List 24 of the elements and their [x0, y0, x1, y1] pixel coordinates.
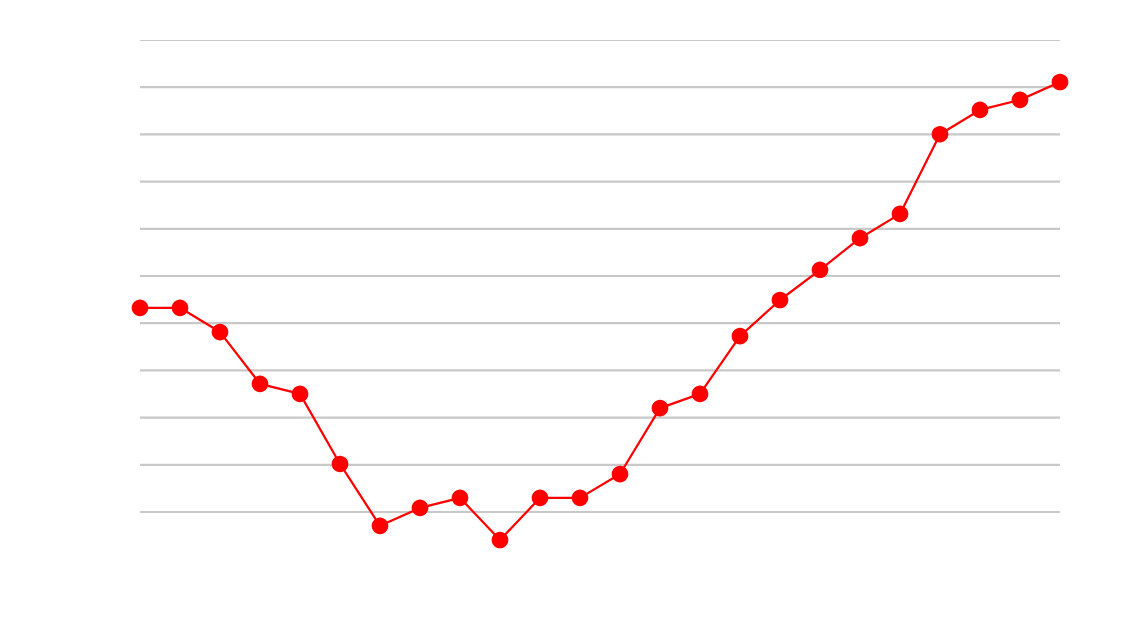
point — [851, 229, 869, 247]
point — [1051, 73, 1069, 91]
point — [411, 499, 429, 517]
point — [811, 261, 829, 279]
point — [731, 327, 749, 345]
point — [1011, 91, 1029, 109]
point — [331, 455, 349, 473]
point — [651, 399, 669, 417]
point — [251, 375, 269, 393]
point — [211, 323, 229, 341]
point — [451, 489, 469, 507]
point — [491, 531, 509, 549]
point — [531, 489, 549, 507]
point — [371, 517, 389, 535]
point — [931, 125, 949, 143]
point — [611, 465, 629, 483]
point — [131, 299, 149, 317]
point — [971, 101, 989, 119]
point — [891, 205, 909, 223]
point — [771, 291, 789, 309]
point — [571, 489, 589, 507]
point — [691, 385, 709, 403]
point — [171, 299, 189, 317]
point — [291, 385, 309, 403]
